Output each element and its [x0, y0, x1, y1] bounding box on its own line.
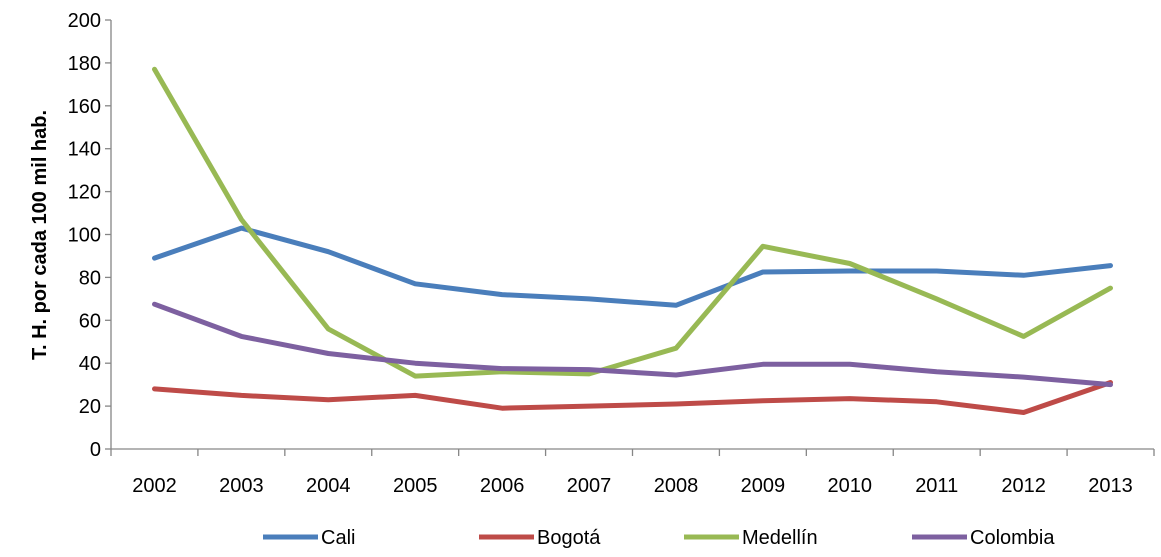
x-tick-label: 2005 [393, 475, 438, 497]
y-tick-label: 20 [79, 396, 101, 418]
x-tick-label: 2002 [132, 475, 177, 497]
y-tick-label: 80 [79, 267, 101, 289]
y-tick-label: 0 [90, 439, 101, 461]
x-tick-label: 2011 [915, 475, 958, 497]
x-tick-label: 2007 [567, 475, 612, 497]
y-tick-label: 60 [79, 310, 101, 332]
y-tick-label: 200 [68, 10, 101, 32]
series-lines [152, 66, 1113, 415]
x-tick-label: 2006 [480, 475, 525, 497]
x-tick-label: 2012 [1001, 475, 1046, 497]
y-tick-label: 140 [68, 139, 101, 161]
axes: 0 20 40 60 80 100 120 140 160 180 200 2002 2003 2004 2… [68, 10, 1155, 497]
x-tick-label: 2010 [828, 475, 873, 497]
legend-label: Medellín [742, 527, 818, 549]
y-tick-label: 160 [68, 96, 101, 118]
series-line-medellín [152, 66, 1113, 379]
y-tick-label: 120 [68, 182, 101, 204]
legend: Cali Bogotá Medellín Colombia [263, 527, 1055, 549]
x-tick-label: 2008 [654, 475, 699, 497]
y-tick-label: 100 [68, 225, 101, 247]
legend-label: Cali [321, 527, 355, 549]
x-tick-label: 2003 [219, 475, 264, 497]
series-line-bogotá [152, 380, 1113, 415]
y-tick-label: 40 [79, 353, 101, 375]
x-tick-label: 2004 [306, 475, 351, 497]
x-tick-label: 2013 [1088, 475, 1133, 497]
legend-label: Colombia [970, 527, 1055, 549]
y-axis-label: T. H. por cada 100 mil hab. [29, 110, 51, 360]
legend-label: Bogotá [537, 527, 601, 549]
x-tick-label: 2009 [741, 475, 786, 497]
y-tick-label: 180 [68, 53, 101, 75]
series-line-colombia [152, 301, 1113, 388]
series-line-cali [152, 225, 1113, 308]
